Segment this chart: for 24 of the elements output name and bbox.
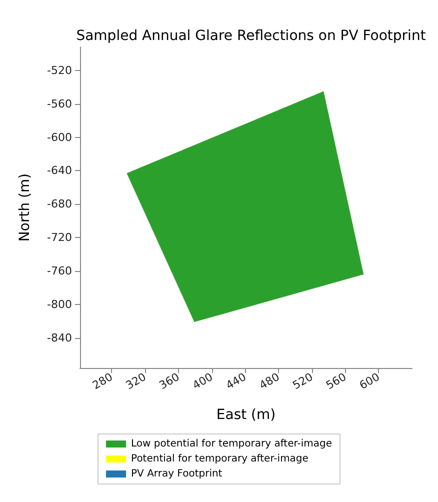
- y-axis-title: North (m): [17, 173, 33, 242]
- y-tick-label: -520: [47, 64, 72, 77]
- x-tick-label: 560: [324, 370, 349, 392]
- x-tick-label: 440: [224, 370, 248, 392]
- x-tick-label: 320: [124, 370, 148, 392]
- y-tick-label: -640: [47, 164, 72, 178]
- x-tick-label: 280: [90, 370, 115, 392]
- chart-title: Sampled Annual Glare Reflections on PV Footprint: [76, 28, 426, 44]
- legend-label: PV Array Footprint: [131, 468, 222, 480]
- y-tick-label: -600: [47, 130, 72, 144]
- y-tick-label: -760: [47, 264, 72, 278]
- x-tick-label: 360: [157, 370, 182, 392]
- legend-label: Potential for temporary after-image: [131, 454, 308, 464]
- x-axis-title: East (m): [216, 407, 276, 423]
- x-tick-label: 520: [290, 370, 316, 392]
- x-tick-label: 400: [190, 370, 216, 392]
- y-tick-label: -800: [47, 298, 72, 311]
- y-tick-label: -680: [47, 198, 72, 211]
- x-tick-label: 480: [257, 370, 282, 392]
- y-tick-label: -840: [47, 331, 72, 344]
- legend-label: Low potential for temporary after-image: [131, 438, 332, 450]
- x-tick-label: 600: [357, 370, 382, 392]
- y-tick-label: -720: [47, 231, 72, 244]
- y-tick-label: -560: [47, 97, 72, 110]
